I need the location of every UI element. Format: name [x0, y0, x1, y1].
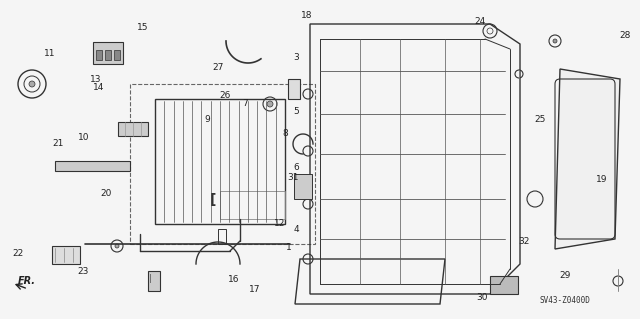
Bar: [55, 161, 130, 171]
Text: 30: 30: [476, 293, 488, 301]
Text: 27: 27: [212, 63, 224, 71]
Text: 7: 7: [242, 99, 248, 108]
Text: 25: 25: [534, 115, 546, 124]
Text: 6: 6: [293, 164, 299, 173]
Text: 8: 8: [282, 129, 288, 137]
Text: 24: 24: [474, 18, 486, 26]
Text: 10: 10: [78, 133, 90, 143]
Text: 13: 13: [90, 76, 102, 85]
Bar: [130, 84, 315, 244]
Text: 14: 14: [93, 84, 105, 93]
Text: SV43-Z0400D: SV43-Z0400D: [540, 296, 591, 305]
Circle shape: [115, 244, 119, 248]
Text: 11: 11: [44, 49, 56, 58]
Text: 23: 23: [77, 268, 89, 277]
Text: 31: 31: [287, 173, 299, 182]
Bar: [218, 229, 226, 244]
Bar: [93, 42, 123, 64]
Bar: [294, 174, 312, 199]
Text: 20: 20: [100, 189, 112, 197]
Text: 12: 12: [275, 219, 285, 227]
Bar: [155, 99, 285, 224]
Circle shape: [267, 101, 273, 107]
Polygon shape: [555, 69, 620, 249]
Bar: [490, 276, 518, 294]
Bar: [52, 246, 80, 264]
Text: 18: 18: [301, 11, 313, 19]
Circle shape: [553, 39, 557, 43]
Text: 17: 17: [249, 286, 260, 294]
Bar: [96, 50, 102, 60]
Text: 15: 15: [137, 23, 148, 32]
Text: 21: 21: [52, 138, 64, 147]
Text: 3: 3: [293, 53, 299, 62]
Text: [: [: [210, 193, 216, 207]
Text: 4: 4: [293, 226, 299, 234]
Text: 22: 22: [12, 249, 24, 257]
Text: 16: 16: [228, 276, 240, 285]
Text: |: |: [149, 274, 152, 283]
Bar: [114, 50, 120, 60]
Text: 28: 28: [620, 31, 630, 40]
Bar: [148, 271, 160, 291]
Text: 5: 5: [293, 108, 299, 116]
Text: 32: 32: [518, 238, 530, 247]
Bar: [220, 191, 285, 219]
Circle shape: [29, 81, 35, 87]
Bar: [288, 79, 300, 99]
Text: 1: 1: [286, 243, 292, 253]
Text: 29: 29: [559, 271, 571, 279]
Bar: [105, 50, 111, 60]
Text: FR.: FR.: [18, 276, 36, 286]
Text: 9: 9: [204, 115, 210, 124]
Text: 26: 26: [220, 91, 230, 100]
Text: 19: 19: [596, 175, 608, 184]
Bar: [118, 122, 148, 136]
